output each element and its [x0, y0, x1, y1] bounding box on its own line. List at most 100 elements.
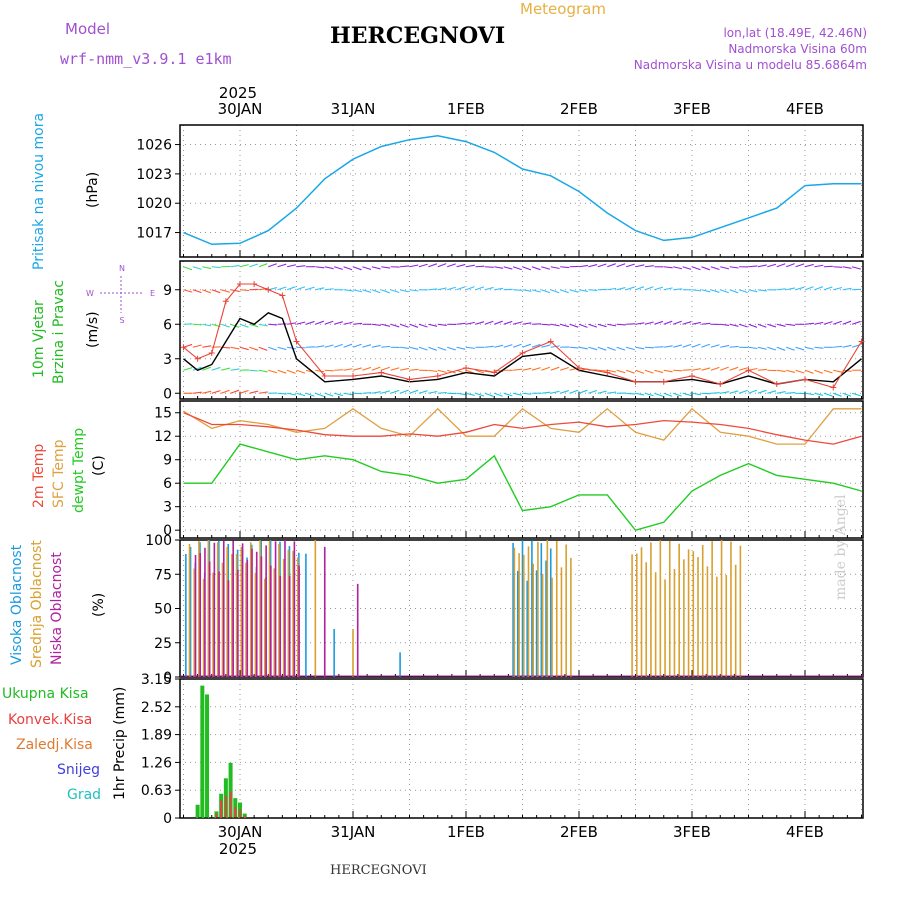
wind-arrow — [607, 287, 617, 291]
y-tick-label: 3 — [163, 352, 172, 368]
wind-arrow — [625, 286, 635, 291]
y-tick-label: 0.63 — [141, 783, 172, 799]
wind-arrow — [578, 323, 588, 328]
wind-arrow — [823, 321, 833, 325]
panel-frame — [179, 400, 864, 539]
wind-arrow — [597, 369, 607, 372]
wind-arrow — [663, 369, 673, 373]
wind-arrow — [381, 366, 390, 371]
wind-arrow — [729, 266, 739, 269]
wind-arrow — [513, 289, 523, 291]
wind-arrow — [616, 369, 626, 374]
wind-arrow — [720, 266, 730, 270]
top-day-label: 30JAN — [218, 100, 263, 118]
temp-ylabel-1: 2m Temp — [31, 444, 47, 508]
wind-arrow — [635, 264, 645, 268]
footer-station: HERCEGNOVI — [330, 863, 427, 878]
wind-arrow — [512, 321, 522, 325]
wind-arrow — [531, 289, 541, 293]
wind-arrow — [748, 289, 758, 293]
wind-arrow — [249, 263, 259, 268]
wind-arrow — [202, 266, 212, 270]
wind-arrow — [522, 392, 532, 395]
gust-marker — [576, 364, 582, 371]
wind-arrow — [183, 266, 193, 271]
wind-arrow — [381, 289, 390, 294]
gust-marker — [491, 369, 498, 376]
model-label: Model — [65, 20, 110, 38]
y-tick-label: 6 — [163, 317, 172, 333]
y-tick-label: 75 — [154, 567, 172, 583]
wind-unit: (m/s) — [85, 311, 101, 348]
wind-ylabel-1: 10m Vjetar — [31, 300, 47, 378]
gust-marker — [717, 381, 724, 388]
wind-arrow — [559, 289, 569, 294]
wind-arrow — [607, 391, 617, 394]
wind-arrow — [842, 344, 852, 348]
wind-arrow — [324, 392, 334, 397]
top-day-label: 1FEB — [447, 100, 485, 118]
wind-arrow — [230, 264, 240, 268]
precip-conv-bar — [220, 800, 223, 818]
y-tick-label: 3.15 — [141, 672, 172, 688]
bottom-day-label: 1FEB — [447, 823, 485, 841]
wind-arrow — [682, 266, 692, 270]
y-tick-label: 2.52 — [141, 700, 172, 716]
wind-arrow — [720, 289, 729, 294]
wind-arrow — [333, 343, 343, 348]
wind-arrow — [597, 346, 607, 351]
wind-arrow — [738, 289, 748, 293]
wind-arrow — [851, 266, 861, 270]
y-tick-label: 100 — [145, 533, 172, 549]
wind-arrow — [588, 264, 598, 268]
wind-arrow — [409, 346, 419, 350]
bottom-day-label: 2FEB — [560, 823, 598, 841]
top-day-label: 31JAN — [331, 100, 376, 118]
wind-arrow — [654, 369, 664, 374]
wind-arrow — [616, 346, 626, 351]
wind-arrow — [531, 343, 541, 348]
wind-arrow — [352, 266, 362, 271]
wind-arrow — [494, 392, 503, 397]
wind-arrow — [202, 366, 211, 371]
wind-arrow — [738, 389, 748, 394]
gust-marker — [660, 378, 667, 385]
wind-arrow — [804, 392, 814, 396]
wind-arrow — [503, 344, 513, 348]
wind-arrow — [578, 264, 588, 268]
wind-arrow — [607, 346, 616, 351]
wind-arrow — [475, 392, 485, 397]
gust-marker — [208, 350, 215, 356]
wind-arrow — [644, 265, 654, 268]
wind-arrow — [644, 321, 654, 325]
compass-south: S — [119, 316, 124, 325]
pressure-panel: 1017 1020 1023 1026 — [136, 124, 864, 258]
wind-arrow — [851, 392, 861, 397]
wind-arrow — [211, 390, 221, 394]
wind-arrow — [258, 323, 268, 327]
wind-arrow — [296, 321, 306, 325]
wind-arrow — [710, 344, 720, 348]
wind-arrow — [578, 289, 588, 292]
wind-arrow — [814, 369, 824, 374]
wind-arrow — [569, 289, 579, 293]
wind-arrow — [785, 263, 795, 268]
wind-arrow — [823, 369, 833, 374]
wind-arrow — [334, 392, 344, 397]
wind-arrow — [710, 266, 720, 271]
y-tick-label: 9 — [163, 283, 172, 299]
wind-arrow — [239, 389, 249, 394]
top-day-label: 2FEB — [560, 100, 598, 118]
wind-arrow — [786, 391, 796, 394]
wind-arrow — [315, 266, 325, 269]
gust-marker — [406, 376, 413, 383]
top-day-label: 4FEB — [786, 100, 824, 118]
cloud-ylabel-2: Srednja Oblacnost — [29, 540, 45, 668]
wind-arrow — [720, 391, 730, 394]
wind-arrow — [673, 344, 683, 348]
wind-arrow — [673, 288, 683, 291]
wind-arrow — [352, 322, 363, 325]
wind-arrow — [465, 392, 475, 396]
wind-arrow — [465, 321, 475, 325]
